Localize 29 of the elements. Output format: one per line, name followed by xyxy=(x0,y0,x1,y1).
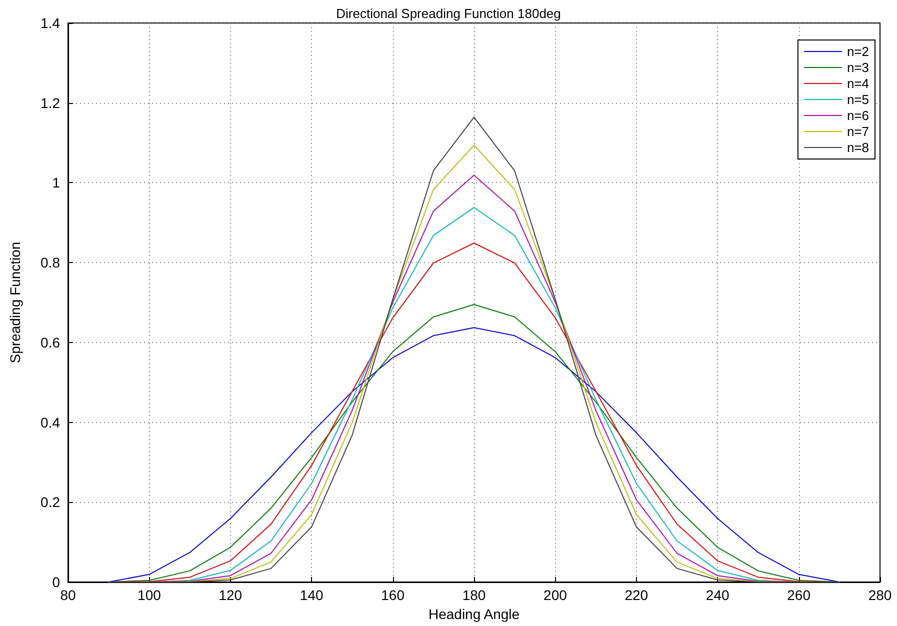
x-tick-label: 140 xyxy=(300,587,324,603)
y-tick-label: 0.4 xyxy=(40,414,60,430)
y-tick-label: 0.8 xyxy=(40,254,60,271)
y-tick-label: 0.2 xyxy=(40,494,60,510)
x-tick-label: 120 xyxy=(218,587,242,603)
legend-label: n=2 xyxy=(846,44,870,59)
x-tick-label: 160 xyxy=(381,587,405,603)
legend-label: n=8 xyxy=(846,140,870,155)
x-tick-label: 100 xyxy=(138,587,162,603)
x-tick-label: 80 xyxy=(60,587,76,603)
x-tick-label: 180 xyxy=(462,587,486,603)
legend-label: n=6 xyxy=(846,108,870,123)
legend-label: n=5 xyxy=(846,92,870,107)
legend-label: n=4 xyxy=(846,76,870,91)
y-tick-label: 1.4 xyxy=(40,15,60,31)
x-tick-label: 200 xyxy=(544,587,568,603)
y-tick-label: 1.2 xyxy=(40,94,60,111)
x-tick-label: 260 xyxy=(787,587,811,603)
y-tick-label: 0 xyxy=(52,574,60,590)
x-tick-label: 280 xyxy=(868,587,892,603)
chart-title: Directional Spreading Function 180deg xyxy=(336,6,561,21)
y-tick-label: 1 xyxy=(52,174,60,191)
x-tick-label: 240 xyxy=(706,587,730,603)
legend-label: n=3 xyxy=(846,60,870,75)
x-tick-label: 220 xyxy=(624,587,648,603)
legend-label: n=7 xyxy=(846,124,870,139)
y-axis-title: Spreading Function xyxy=(7,242,23,364)
x-axis-title: Heading Angle xyxy=(428,606,520,622)
y-tick-label: 0.6 xyxy=(40,334,60,350)
